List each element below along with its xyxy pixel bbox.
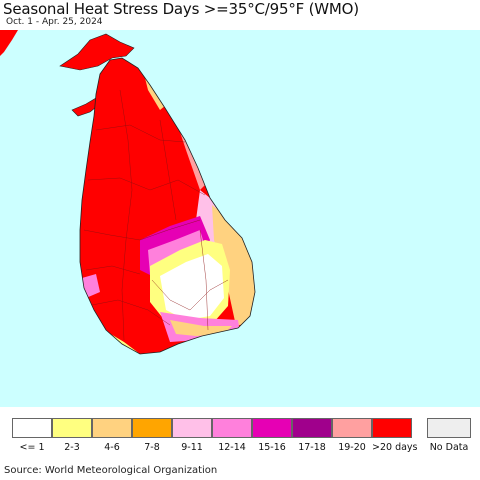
mainland-india xyxy=(0,30,18,56)
legend-label: 4-6 xyxy=(104,442,120,453)
legend-label: 9-11 xyxy=(181,442,203,453)
legend-label: 12-14 xyxy=(218,442,246,453)
legend: <= 1 2-3 4-6 7-8 9-11 12-14 15-16 17-18 19-20 >20… xyxy=(12,418,472,458)
legend-swatch xyxy=(332,418,372,438)
legend-label: 2-3 xyxy=(64,442,80,453)
legend-label: 17-18 xyxy=(298,442,326,453)
page-title: Seasonal Heat Stress Days >=35°C/95°F (W… xyxy=(3,0,359,18)
legend-swatch xyxy=(12,418,52,438)
heat-stress-map xyxy=(0,30,480,407)
legend-swatch xyxy=(212,418,252,438)
legend-swatch xyxy=(292,418,332,438)
legend-label: 15-16 xyxy=(258,442,286,453)
jaffna-peninsula xyxy=(60,34,134,70)
legend-swatch xyxy=(92,418,132,438)
legend-label: >20 days xyxy=(372,442,418,453)
legend-swatch xyxy=(52,418,92,438)
legend-label: 19-20 xyxy=(338,442,366,453)
date-range: Oct. 1 - Apr. 25, 2024 xyxy=(6,17,103,27)
source-credit: Source: World Meteorological Organizatio… xyxy=(4,465,218,476)
legend-label-no-data: No Data xyxy=(429,442,469,453)
legend-label: 7-8 xyxy=(144,442,160,453)
legend-swatch xyxy=(132,418,172,438)
legend-swatch xyxy=(172,418,212,438)
legend-swatch xyxy=(372,418,412,438)
legend-swatch xyxy=(252,418,292,438)
sri-lanka-outline xyxy=(79,57,256,355)
map-svg xyxy=(0,30,256,355)
legend-swatch-no-data xyxy=(427,418,471,438)
legend-label: <= 1 xyxy=(19,442,45,453)
